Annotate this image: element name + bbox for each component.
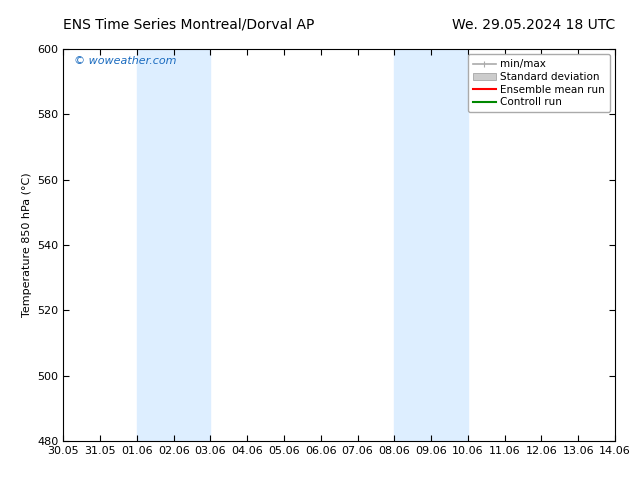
Bar (394, 49, 468, 441)
Text: © woweather.com: © woweather.com (74, 55, 177, 66)
Bar (137, 49, 210, 441)
Text: We. 29.05.2024 18 UTC: We. 29.05.2024 18 UTC (452, 18, 615, 32)
Text: ENS Time Series Montreal/Dorval AP: ENS Time Series Montreal/Dorval AP (63, 18, 314, 32)
Legend: min/max, Standard deviation, Ensemble mean run, Controll run: min/max, Standard deviation, Ensemble me… (467, 54, 610, 112)
Y-axis label: Temperature 850 hPa (°C): Temperature 850 hPa (°C) (22, 172, 32, 318)
